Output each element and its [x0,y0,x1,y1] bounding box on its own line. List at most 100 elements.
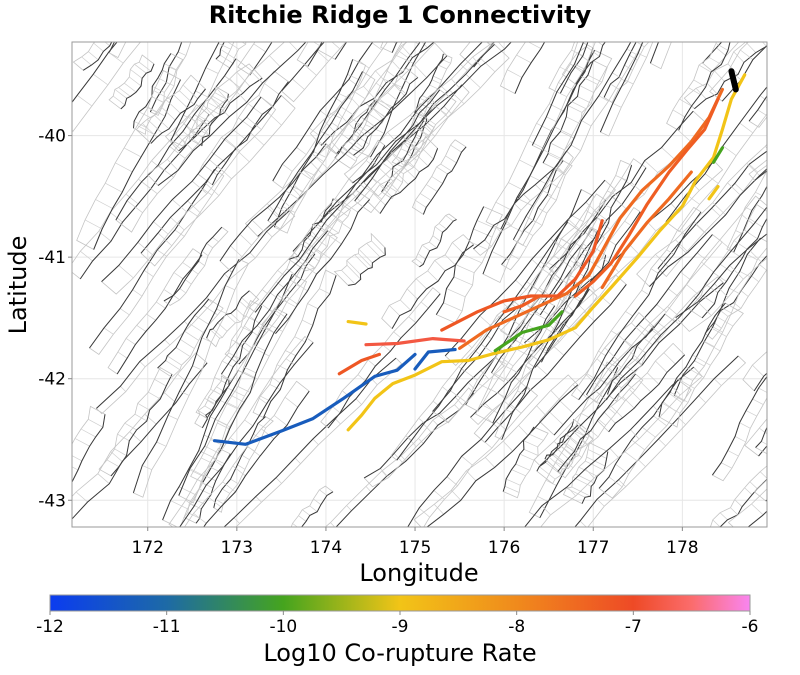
fault-plane-divider [112,23,122,31]
fault-plane-divider [598,0,609,5]
connected-sections [213,68,747,446]
fault-plane-divider [586,373,595,379]
fault-plane-divider [104,42,110,47]
fault-plane-divider [356,127,368,138]
fault-plane-divider [227,42,239,50]
fault-plane-divider [259,302,275,314]
fault-plane-divider [367,359,376,367]
fault-plane-divider [761,441,767,445]
fault-plane-divider [749,481,758,490]
fault-plane-divider [739,271,750,278]
fault-plane-divider [130,69,143,79]
fault-plane-divider [461,455,473,466]
fault-trace [721,44,767,102]
fault-plane-divider [337,219,352,230]
fault-plane-divider [672,318,680,325]
plot-border [71,41,768,528]
fault-plane-divider [526,281,543,294]
fault-plane-divider [368,155,377,166]
fault-plane-divider [200,457,214,465]
fault-plane-divider [494,357,508,365]
fault-plane-divider [118,87,131,97]
fault-trace [603,42,637,98]
fault-plane-divider [254,348,270,357]
fault-plane-divider [311,230,319,239]
fault-plane-divider [190,22,198,26]
fault-plane-divider [623,450,638,462]
fault-trace [157,42,307,186]
fault-trace [272,42,374,182]
fault-plane-divider [106,459,120,468]
fault-plane-divider [261,289,270,295]
fault-plane-divider [698,64,712,73]
fault-plane-divider [491,251,510,261]
fault-trace [288,198,334,260]
fault-plane-divider [313,42,321,47]
fault-plane-divider [781,75,791,81]
connected-section-trace [502,294,542,314]
fault-plane-divider [535,184,543,192]
fault-plane-divider [433,504,444,515]
fault-trace [470,288,590,418]
fault-plane-divider [454,396,464,407]
fault-plane-divider [392,166,404,174]
fault-plane-divider [540,261,557,274]
fault-plane-divider [296,147,307,155]
fault-plane-divider [515,279,527,290]
fault-plane-divider [661,147,675,160]
fault-plane-divider [711,207,721,217]
fault-plane-divider [768,351,779,362]
fault-plane-divider [423,42,426,43]
fault-plane-divider [679,98,692,107]
fault-plane-divider [420,301,429,309]
fault-trace [219,143,327,262]
fault-plane-divider [375,82,386,90]
fault-plane-divider [659,10,667,15]
fault-plane-divider [188,468,206,478]
fault-plane-divider [598,418,606,426]
fault-trace [120,63,155,110]
colorbar-tick-label: -8 [508,617,525,637]
fault-plane-divider [628,389,642,401]
fault-trace [72,362,208,520]
fault-plane-divider [123,10,133,18]
fault-plane-divider [751,503,764,516]
fault-plane-divider [787,142,793,148]
fault-trace [678,42,731,131]
fault-plane-divider [419,97,429,103]
source-section-trace [728,68,739,93]
fault-plane-divider [559,306,573,316]
y-tick-label: -43 [38,491,66,511]
fault-plane-divider [744,487,753,496]
fault-plane-divider [768,255,775,261]
fault-plane-divider [502,440,513,452]
fault-plane-divider [132,289,143,297]
fault-plane-divider [585,201,597,213]
y-tick-label: -41 [38,248,66,268]
fault-plane-divider [766,96,767,98]
fault-plane-divider [258,397,267,404]
fault-plane-divider [184,320,190,327]
fault-plane-divider [551,451,568,465]
fault-plane-divider [400,299,411,311]
fault-plane-divider [580,438,588,446]
fault-plane-divider [217,422,230,430]
fault-plane-divider [446,476,458,486]
fault-trace [605,206,767,401]
fault-plane-divider [641,426,656,438]
fault-plane-divider [744,229,758,240]
fault-plane-divider [292,523,298,527]
fault-plane-divider [344,202,359,213]
fault-plane-divider [180,339,195,349]
fault-plane-divider [379,98,392,109]
fault-plane-divider [165,360,181,371]
fault-trace [776,367,800,521]
fault-plane-divider [139,361,146,368]
fault-plane-divider [663,352,676,365]
fault-plane-divider [733,240,748,250]
fault-plane-divider [578,32,589,38]
fault-plane-divider [394,84,407,95]
fault-plane-divider [341,270,356,285]
fault-plane-divider [243,314,255,322]
fault-plane-divider [747,248,762,263]
